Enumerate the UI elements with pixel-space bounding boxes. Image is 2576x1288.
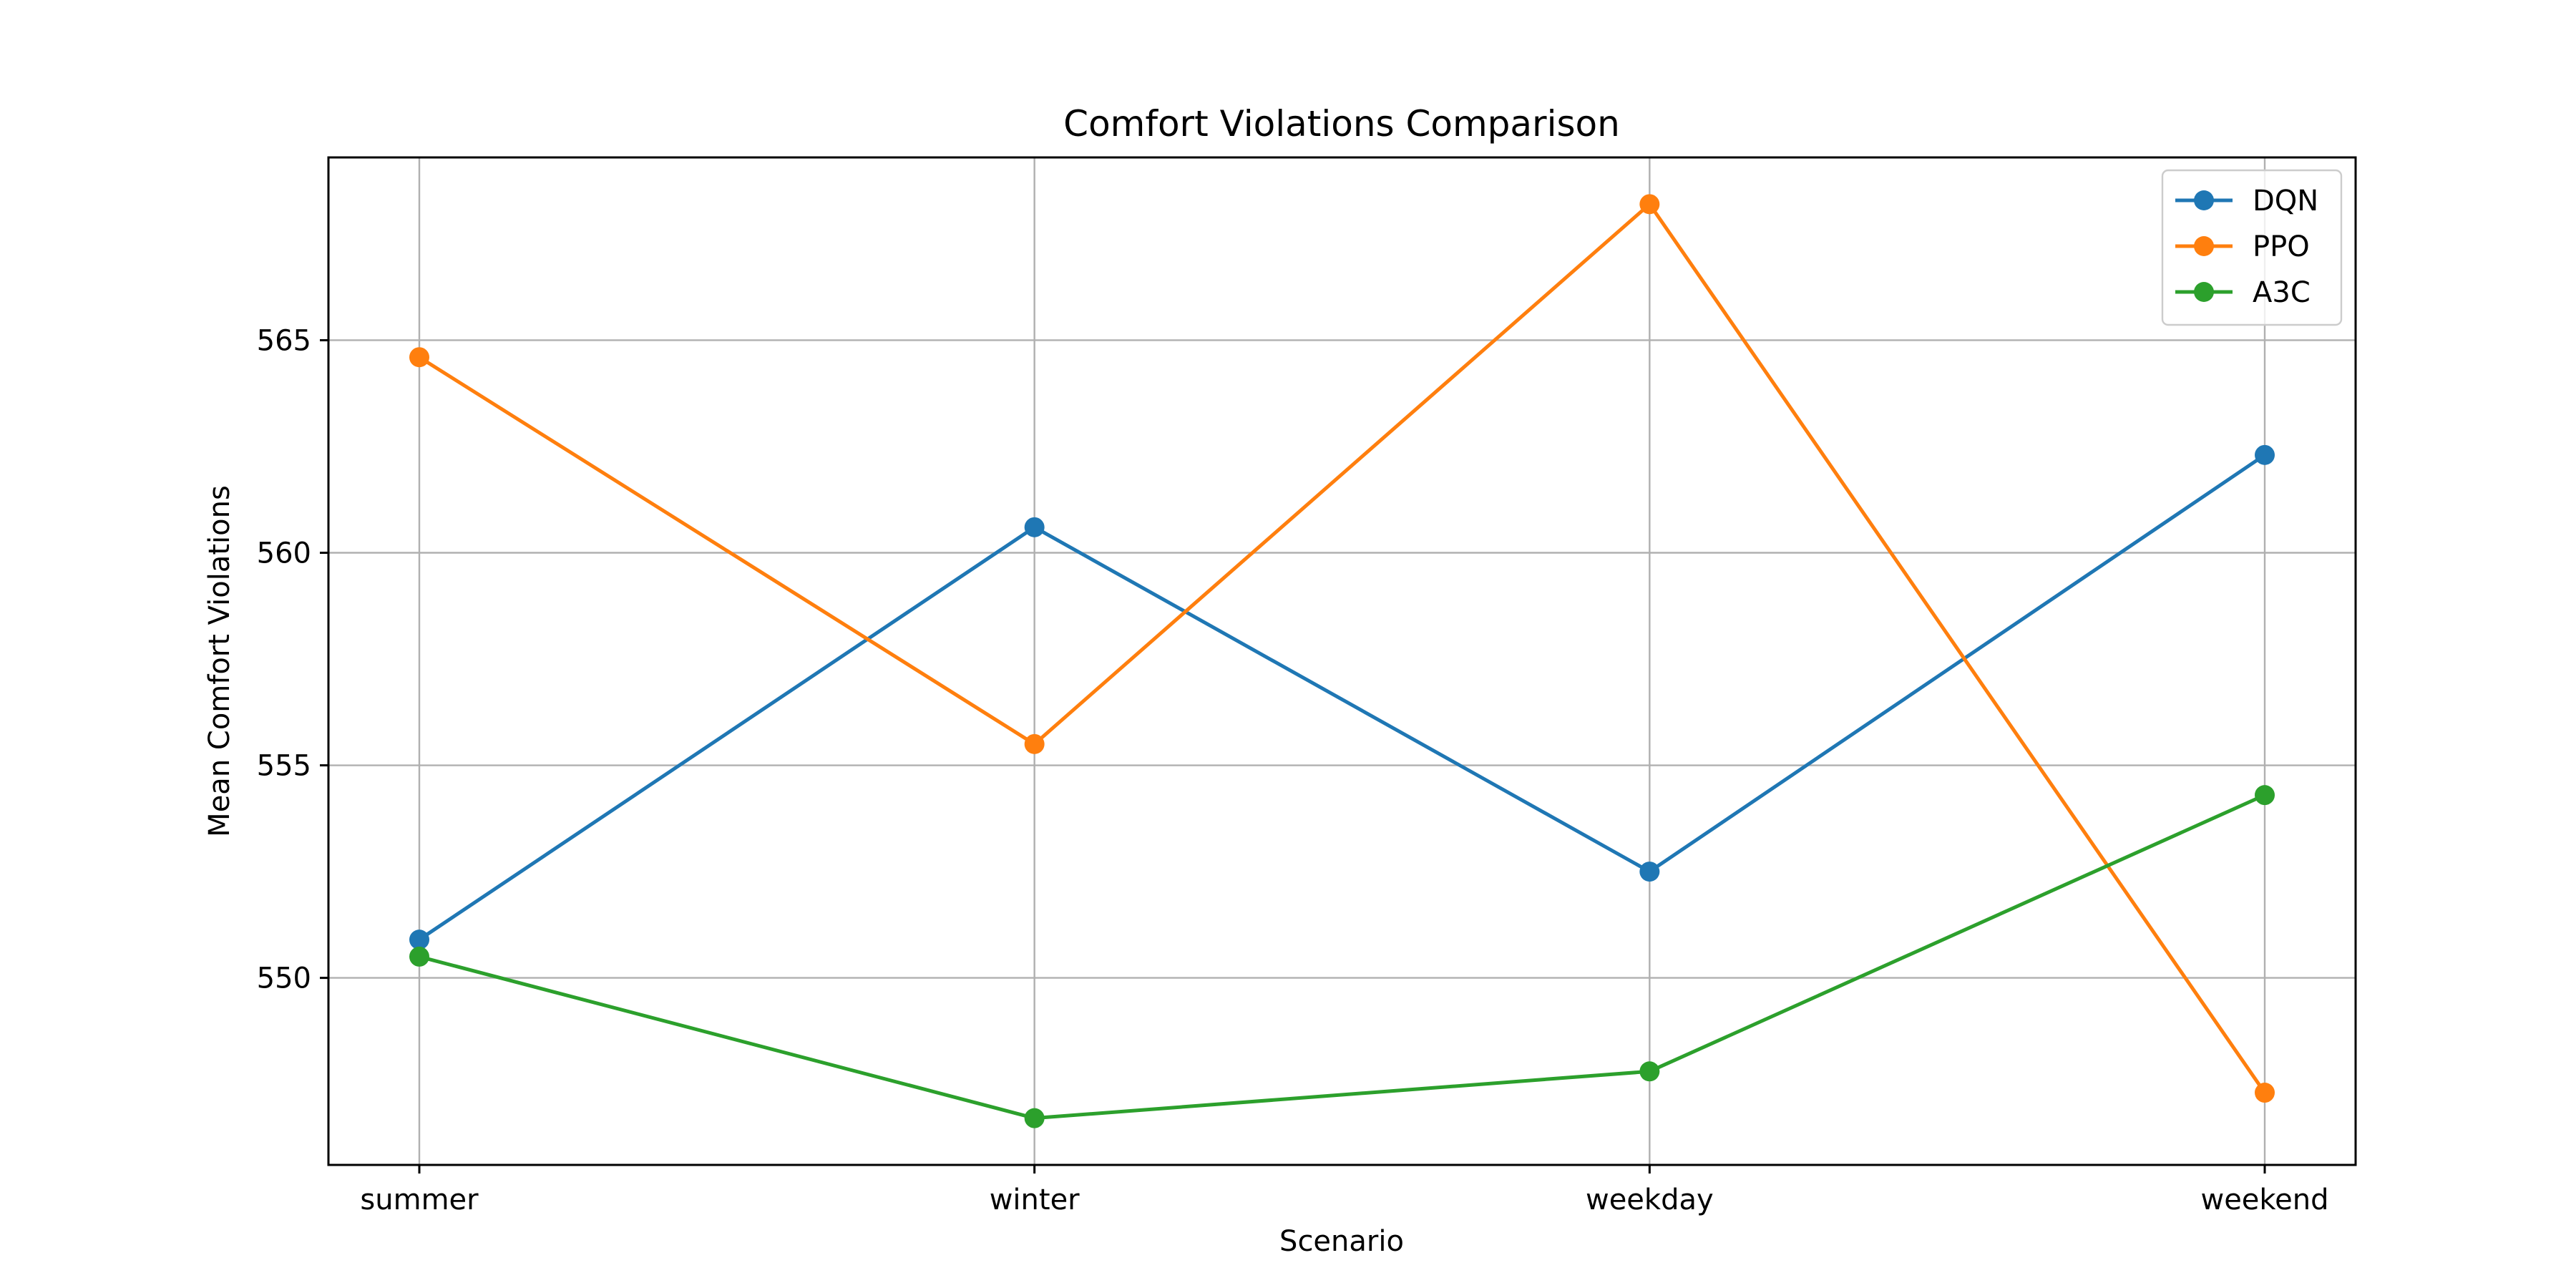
series-dqn <box>409 444 2275 950</box>
series-layer <box>409 194 2275 1128</box>
y-axis-label: Mean Comfort Violations <box>203 485 236 837</box>
data-point-ppo <box>2255 1083 2275 1103</box>
data-point-a3c <box>409 946 429 967</box>
series-ppo <box>409 194 2275 1103</box>
y-tick-label: 560 <box>257 537 311 570</box>
data-point-ppo <box>1024 733 1045 754</box>
chart-title: Comfort Violations Comparison <box>1063 103 1620 145</box>
axis-ticks: summer winter weekday weekend 550 555 560 565 <box>257 324 2329 1216</box>
legend-marker-a3c <box>2194 282 2214 302</box>
legend: DQN PPO A3C <box>2161 169 2343 326</box>
legend-item-dqn: DQN <box>2175 185 2318 218</box>
y-tick-label: 550 <box>257 962 311 995</box>
series-line-a3c <box>419 793 2266 1121</box>
data-point-dqn <box>2255 444 2275 465</box>
x-tick-label: summer <box>360 1184 479 1216</box>
data-point-a3c <box>1639 1061 1660 1082</box>
legend-item-a3c: A3C <box>2175 276 2311 309</box>
x-tick-label: winter <box>990 1184 1080 1216</box>
data-point-ppo <box>1639 194 1660 215</box>
series-a3c <box>409 785 2275 1128</box>
series-line-dqn <box>418 453 2266 942</box>
data-point-a3c <box>2255 785 2275 806</box>
data-point-dqn <box>409 930 429 950</box>
x-tick-label: weekend <box>2200 1184 2328 1216</box>
y-tick-label: 565 <box>257 324 311 357</box>
data-point-a3c <box>1024 1108 1045 1128</box>
data-point-dqn <box>1024 517 1045 537</box>
x-tick-label: weekday <box>1586 1184 1714 1216</box>
legend-label-a3c: A3C <box>2253 276 2311 309</box>
x-axis-label: Scenario <box>1279 1225 1404 1258</box>
legend-marker-ppo <box>2194 236 2214 256</box>
plot-frame <box>327 156 2357 1166</box>
y-tick-label: 555 <box>257 750 311 783</box>
legend-label-dqn: DQN <box>2253 185 2318 218</box>
legend-marker-dqn <box>2194 190 2214 210</box>
legend-item-ppo: PPO <box>2175 230 2310 263</box>
series-line-ppo <box>418 202 2267 1094</box>
data-point-dqn <box>1639 862 1660 882</box>
data-point-ppo <box>409 347 429 368</box>
legend-label-ppo: PPO <box>2253 230 2310 263</box>
